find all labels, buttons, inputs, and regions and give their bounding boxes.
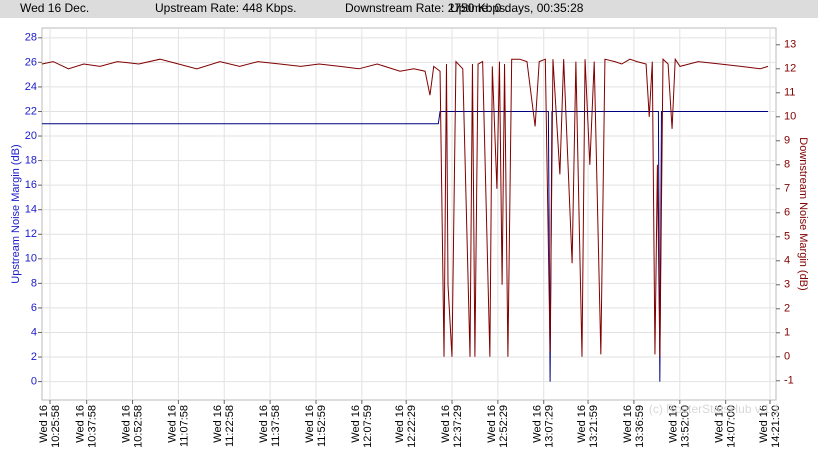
x-tick-day: Wed 16	[486, 405, 498, 443]
x-tick-label: 12:22:29	[406, 405, 418, 448]
x-tick-day: Wed 16	[668, 405, 680, 443]
y-tick-label: 16	[25, 179, 37, 191]
x-tick-day: Wed 16	[394, 405, 406, 443]
x-tick-label: 12:52:29	[498, 405, 510, 448]
y-tick-label: 0	[31, 375, 37, 387]
x-tick-label: 13:52:00	[680, 405, 692, 448]
upstream-rate: Upstream Rate: 448 Kbps.	[155, 1, 296, 15]
y2-tick-label: 5	[784, 231, 790, 243]
x-tick-day: Wed 16	[166, 405, 178, 443]
x-tick-label: 10:25:58	[50, 405, 62, 448]
y-tick-label: 14	[25, 204, 37, 216]
x-tick-label: 14:07:00	[726, 405, 738, 448]
x-tick-day: Wed 16	[120, 405, 132, 443]
y-tick-label: 24	[25, 81, 37, 93]
y2-tick-label: 2	[784, 303, 790, 315]
x-tick-day: Wed 16	[212, 405, 224, 443]
y2-tick-label: 13	[784, 39, 796, 51]
x-tick-day: Wed 16	[75, 405, 87, 443]
x-tick-label: 13:21:59	[588, 405, 600, 448]
y2-tick-label: 11	[784, 87, 795, 99]
y2-tick-label: -1	[784, 375, 794, 387]
watermark: (c) RouterStatsHub v.1.1	[649, 402, 780, 416]
y-tick-label: 2	[31, 351, 37, 363]
y-tick-label: 8	[31, 277, 37, 289]
x-tick-label: 11:52:59	[316, 405, 328, 447]
x-tick-day: Wed 16	[576, 405, 588, 443]
x-tick-day: Wed 16	[714, 405, 726, 443]
y2-tick-label: 10	[784, 111, 796, 123]
x-tick-day: Wed 16	[258, 405, 270, 443]
uptime: Uptime: 0 days, 00:35:28	[450, 1, 584, 15]
y2-tick-label: 12	[784, 63, 796, 75]
x-tick-day: Wed 16	[38, 405, 50, 443]
y2-tick-label: 4	[784, 255, 790, 267]
y2-axis-label: Downstream Noise Margin (dB)	[797, 137, 809, 290]
y-tick-label: 22	[25, 105, 37, 117]
y2-tick-label: 3	[784, 279, 790, 291]
x-tick-day: Wed 16	[350, 405, 362, 443]
y2-tick-label: 0	[784, 351, 790, 363]
x-tick-label: 11:22:58	[224, 405, 236, 447]
y-tick-label: 28	[25, 32, 37, 44]
x-tick-day: Wed 16	[440, 405, 452, 443]
y-tick-label: 20	[25, 130, 37, 142]
y-tick-label: 26	[25, 56, 37, 68]
x-tick-day: Wed 16	[532, 405, 544, 443]
x-tick-label: 10:37:58	[87, 405, 99, 448]
y2-tick-label: 7	[784, 183, 790, 195]
x-tick-label: 10:52:58	[132, 405, 144, 448]
y-tick-label: 12	[25, 228, 37, 240]
x-tick-label: 13:36:59	[634, 405, 646, 448]
x-tick-day: Wed 16	[758, 405, 770, 443]
y-tick-label: 10	[25, 253, 37, 265]
x-tick-label: 13:07:29	[544, 405, 556, 448]
x-tick-day: Wed 16	[304, 405, 316, 443]
y2-tick-label: 1	[784, 327, 790, 339]
y2-tick-label: 9	[784, 135, 790, 147]
y2-tick-label: 6	[784, 207, 790, 219]
series-line	[41, 57, 769, 357]
x-tick-label: 12:07:59	[362, 405, 374, 448]
x-tick-label: 14:21:30	[770, 405, 782, 448]
y-tick-label: 18	[25, 155, 37, 167]
header-date: Wed 16 Dec.	[20, 1, 89, 15]
plot-area	[41, 27, 777, 401]
y-tick-label: 6	[31, 302, 37, 314]
y-tick-label: 4	[31, 326, 37, 338]
x-tick-label: 12:37:29	[452, 405, 464, 448]
x-tick-day: Wed 16	[622, 405, 634, 443]
y-axis-label: Upstream Noise Margin (dB)	[10, 144, 22, 283]
x-tick-label: 11:37:58	[270, 405, 282, 447]
header-bar	[0, 0, 818, 18]
x-tick-label: 11:07:58	[178, 405, 190, 447]
y2-tick-label: 8	[784, 159, 790, 171]
downstream-rate: Downstream Rate: 2750 Kbps.	[345, 1, 508, 15]
